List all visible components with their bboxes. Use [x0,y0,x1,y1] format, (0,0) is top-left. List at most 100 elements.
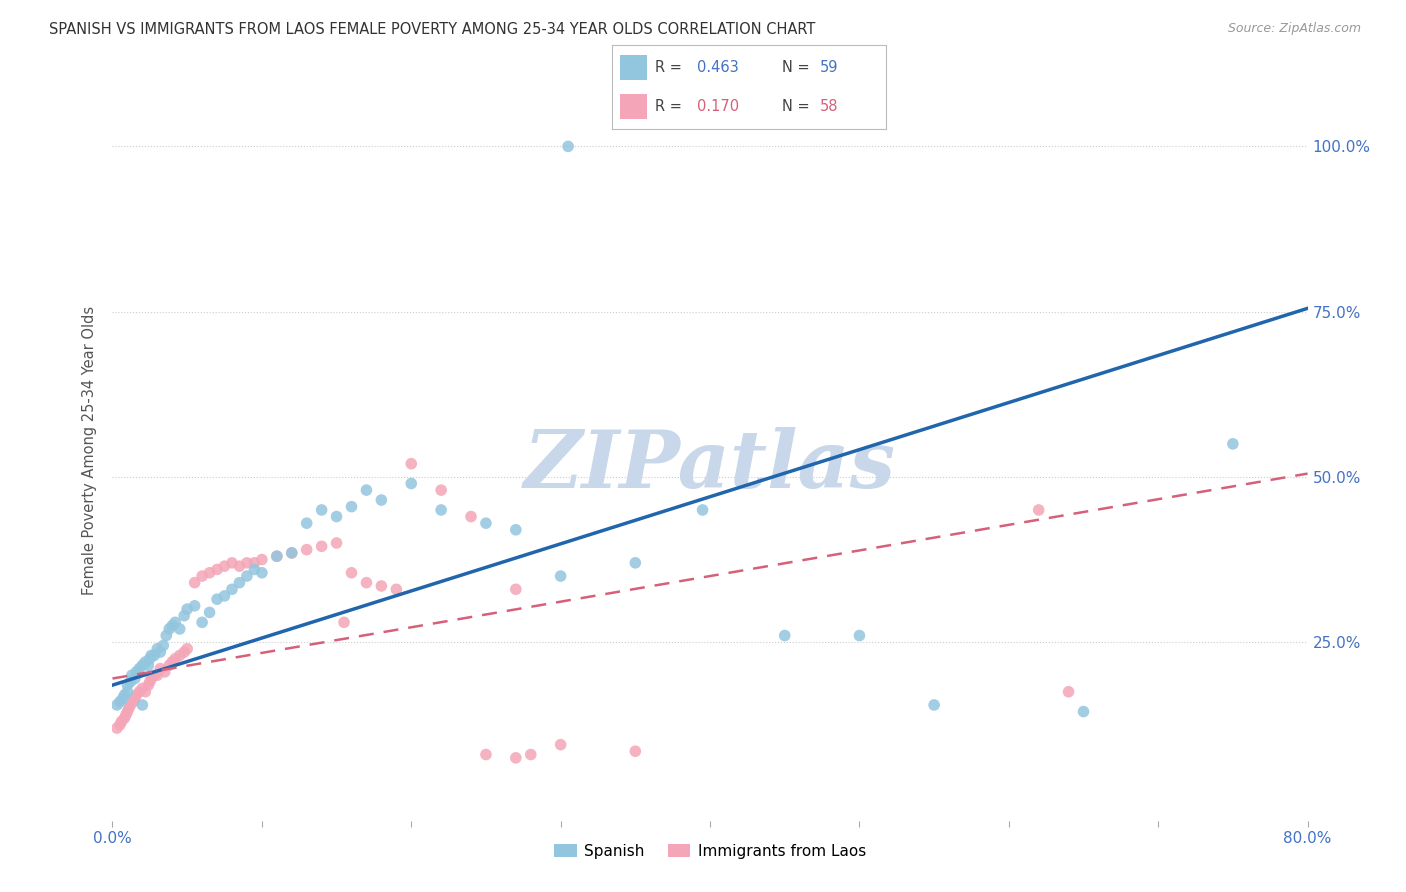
Point [162,618,183,632]
Point [128,662,150,676]
Point [138,658,160,673]
Point [1073,705,1095,719]
Point [205,562,228,576]
Text: N =: N = [782,60,810,75]
Point [115,707,138,722]
Point [117,684,139,698]
Point [169,622,191,636]
Point [108,718,131,732]
Text: R =: R = [655,99,682,114]
Point [165,651,187,665]
Point [243,556,266,570]
Point [922,698,945,712]
Point [460,509,482,524]
Point [191,615,214,630]
Point [430,503,453,517]
Point [228,559,250,574]
Point [131,698,153,712]
Point [221,582,243,597]
Point [550,569,572,583]
Point [228,575,250,590]
Point [120,698,142,712]
Point [183,575,205,590]
Point [146,641,169,656]
Point [475,516,498,531]
Bar [620,94,647,120]
Point [370,579,392,593]
Point [183,599,205,613]
Point [475,747,498,762]
Point [141,672,163,686]
Legend: Spanish, Immigrants from Laos: Spanish, Immigrants from Laos [547,838,873,865]
Point [124,691,146,706]
Point [131,681,153,696]
Text: 0.170: 0.170 [696,99,738,114]
Point [325,509,347,524]
Point [143,668,166,682]
Y-axis label: Female Poverty Among 25-34 Year Olds: Female Poverty Among 25-34 Year Olds [82,306,97,595]
Text: 0.463: 0.463 [696,60,738,75]
Point [139,674,162,689]
Point [125,688,148,702]
Point [111,691,134,706]
Point [122,695,145,709]
Point [250,566,273,580]
Point [356,483,378,497]
Bar [620,54,647,80]
Point [117,678,139,692]
Point [266,549,288,564]
Point [295,516,318,531]
Point [120,674,142,689]
Point [281,546,304,560]
Point [117,705,139,719]
Point [131,658,153,673]
Point [169,648,191,663]
Point [155,629,177,643]
Point [848,629,870,643]
Point [333,615,356,630]
Text: SPANISH VS IMMIGRANTS FROM LAOS FEMALE POVERTY AMONG 25-34 YEAR OLDS CORRELATION: SPANISH VS IMMIGRANTS FROM LAOS FEMALE P… [49,22,815,37]
Point [520,747,543,762]
Point [505,751,527,765]
Point [141,648,163,663]
Point [401,476,423,491]
Point [198,566,221,580]
Point [105,698,128,712]
Point [325,536,347,550]
Point [149,662,172,676]
Point [243,562,266,576]
Point [114,688,135,702]
Point [356,575,378,590]
Point [110,714,132,729]
Point [165,615,187,630]
Point [692,503,714,517]
Point [505,582,527,597]
Point [550,738,572,752]
Point [205,592,228,607]
Point [221,556,243,570]
Point [143,648,166,663]
Point [214,559,236,574]
Point [114,711,135,725]
Point [311,503,333,517]
Point [118,701,141,715]
Point [176,641,198,656]
Point [1057,684,1080,698]
Point [295,542,318,557]
Text: R =: R = [655,60,682,75]
Point [505,523,527,537]
Point [281,546,304,560]
Text: Source: ZipAtlas.com: Source: ZipAtlas.com [1227,22,1361,36]
Point [105,721,128,735]
Point [1028,503,1050,517]
Point [191,569,214,583]
Point [173,608,195,623]
Point [214,589,236,603]
Text: ZIPatlas: ZIPatlas [524,426,896,504]
Point [108,695,131,709]
Point [173,645,195,659]
Point [153,665,176,679]
Point [157,622,180,636]
Point [121,668,143,682]
Point [134,655,156,669]
